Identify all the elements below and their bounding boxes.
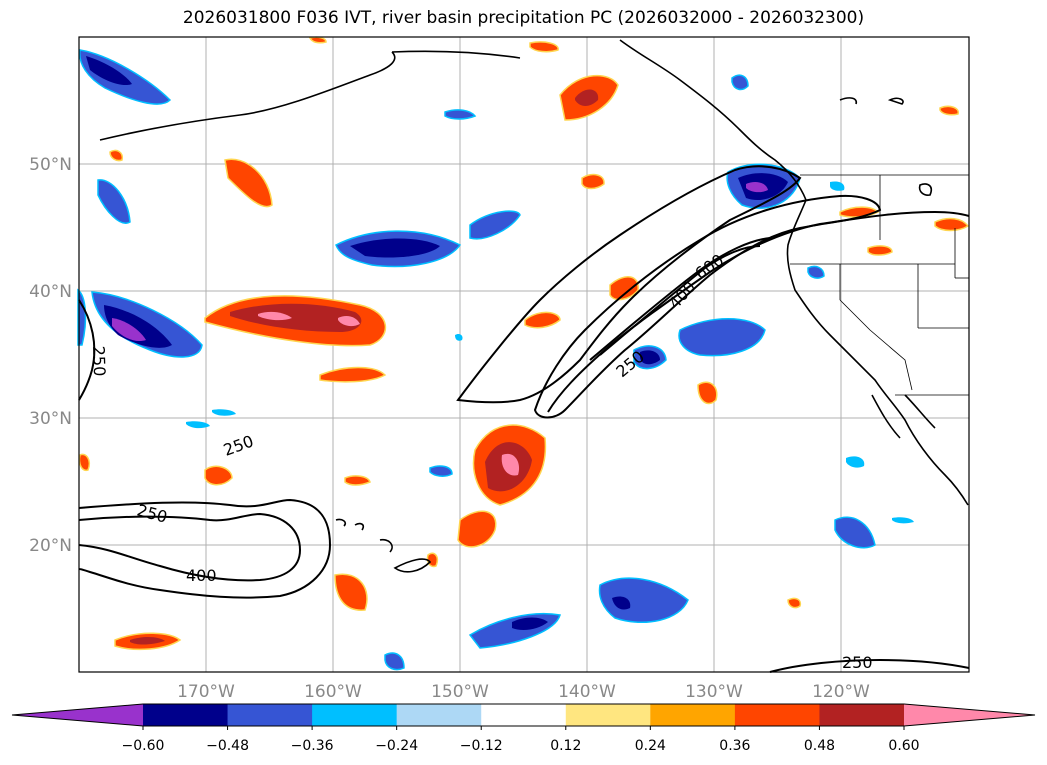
colorbar-segment [819, 704, 905, 726]
page-title: 2026031800 F036 IVT, river basin precipi… [182, 8, 865, 28]
colorbar-segment [312, 704, 398, 726]
latitude-labels: 20°N 30°N 40°N 50°N [29, 155, 72, 556]
lat-label-40n: 40°N [29, 282, 72, 302]
lat-label-20n: 20°N [29, 536, 72, 556]
colorbar-segment [565, 704, 651, 726]
colorbar-tick-label: 0.12 [550, 738, 581, 754]
lat-label-50n: 50°N [29, 155, 72, 175]
colorbar-segment [396, 704, 482, 726]
colorbar-tick-label: −0.36 [291, 738, 334, 754]
lon-label-120w: 120°W [812, 682, 870, 702]
longitude-labels: 170°W 160°W 150°W 140°W 130°W 120°W [177, 682, 870, 702]
colorbar-segment [481, 704, 567, 726]
colorbar-tick-label: 0.24 [635, 738, 666, 754]
colorbar: −0.60 −0.48 −0.36 −0.24 −0.12 0.12 0.24 0.36 0.4… [11, 703, 1036, 754]
lat-label-30n: 30°N [29, 409, 72, 429]
colorbar-tick-label: 0.60 [888, 738, 919, 754]
colorbar-segment [734, 704, 820, 726]
colorbar-tick-label: −0.48 [206, 738, 249, 754]
map-frame [78, 36, 970, 673]
positive-anomalies [78, 36, 970, 651]
lon-label-170w: 170°W [177, 682, 235, 702]
colorbar-extend-high [904, 704, 1035, 726]
colorbar-segment [650, 704, 736, 726]
colorbar-segment [143, 704, 229, 726]
lon-label-140w: 140°W [558, 682, 616, 702]
colorbar-tick-label: −0.60 [122, 738, 165, 754]
lon-label-150w: 150°W [431, 682, 489, 702]
colorbar-extend-low [12, 704, 143, 726]
borders [790, 174, 969, 396]
colorbar-tick-label: −0.12 [460, 738, 503, 754]
negative-anomalies [77, 49, 914, 671]
lon-label-160w: 160°W [304, 682, 362, 702]
contour-label: 250 [89, 345, 109, 376]
colorbar-segment [227, 704, 313, 726]
map-background [79, 37, 969, 672]
ivt-contours [78, 165, 970, 673]
colorbar-tick-label: 0.36 [719, 738, 750, 754]
colorbar-tick-label: −0.24 [375, 738, 418, 754]
contour-label: 250 [842, 653, 873, 672]
lon-label-130w: 130°W [685, 682, 743, 702]
colorbar-tick-label: 0.48 [804, 738, 835, 754]
precip-pc-field [77, 36, 970, 671]
coastlines [99, 39, 969, 573]
contour-label: 400 [186, 566, 217, 585]
